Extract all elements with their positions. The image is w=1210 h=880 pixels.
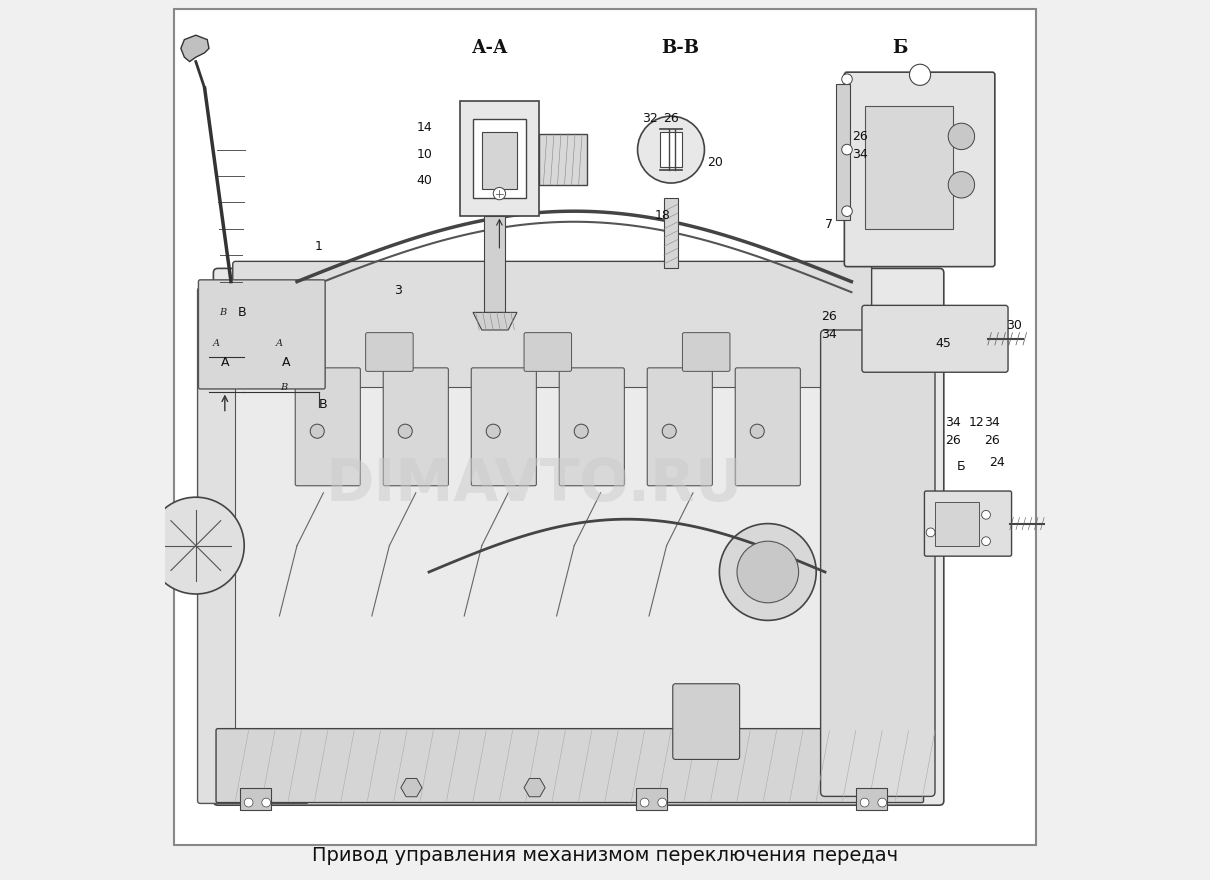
- Circle shape: [842, 206, 852, 216]
- Text: А-А: А-А: [472, 40, 509, 57]
- FancyBboxPatch shape: [682, 333, 730, 371]
- FancyBboxPatch shape: [384, 368, 449, 486]
- Text: Привод управления механизмом переключения передач: Привод управления механизмом переключени…: [312, 846, 898, 865]
- Text: 26: 26: [663, 113, 679, 125]
- Bar: [836, 84, 849, 220]
- FancyBboxPatch shape: [198, 280, 325, 389]
- Bar: [865, 106, 952, 229]
- FancyBboxPatch shape: [559, 368, 624, 486]
- Bar: [473, 119, 526, 198]
- Text: 3: 3: [394, 284, 402, 297]
- Text: 26: 26: [822, 311, 837, 323]
- Text: 14: 14: [416, 121, 432, 134]
- Circle shape: [494, 187, 506, 200]
- Bar: [935, 502, 979, 546]
- Bar: [240, 788, 271, 810]
- FancyBboxPatch shape: [862, 305, 1008, 372]
- Text: 26: 26: [984, 434, 1001, 446]
- Text: Б: Б: [957, 460, 966, 473]
- FancyBboxPatch shape: [524, 333, 571, 371]
- Text: 26: 26: [852, 130, 868, 143]
- FancyBboxPatch shape: [217, 729, 923, 803]
- Text: 12: 12: [968, 416, 984, 429]
- Circle shape: [842, 144, 852, 155]
- Circle shape: [486, 424, 500, 438]
- Circle shape: [658, 798, 667, 807]
- FancyBboxPatch shape: [820, 330, 935, 796]
- Text: В: В: [319, 399, 328, 411]
- Circle shape: [842, 74, 852, 84]
- Text: 26: 26: [945, 434, 961, 446]
- Text: 18: 18: [655, 209, 670, 222]
- Circle shape: [398, 424, 413, 438]
- Bar: [635, 788, 667, 810]
- Bar: [661, 132, 682, 167]
- FancyBboxPatch shape: [471, 368, 536, 486]
- Bar: [482, 132, 517, 189]
- Text: 40: 40: [416, 174, 432, 187]
- Text: A: A: [213, 339, 219, 348]
- Circle shape: [877, 798, 887, 807]
- Text: 32: 32: [643, 113, 658, 125]
- Text: A: A: [276, 339, 283, 348]
- FancyBboxPatch shape: [213, 268, 944, 805]
- Text: 7: 7: [825, 218, 834, 231]
- FancyBboxPatch shape: [197, 288, 309, 803]
- Polygon shape: [180, 35, 209, 62]
- Text: 24: 24: [989, 456, 1004, 468]
- FancyBboxPatch shape: [647, 368, 713, 486]
- Circle shape: [737, 541, 799, 603]
- Bar: [460, 101, 538, 216]
- Circle shape: [148, 497, 244, 594]
- Circle shape: [860, 798, 869, 807]
- Circle shape: [720, 524, 817, 620]
- Text: DIMAVTO.RU: DIMAVTO.RU: [325, 456, 743, 512]
- FancyBboxPatch shape: [673, 684, 739, 759]
- Text: 34: 34: [852, 148, 868, 160]
- Text: А: А: [282, 356, 290, 369]
- Text: 34: 34: [984, 416, 1001, 429]
- FancyBboxPatch shape: [232, 261, 871, 390]
- Circle shape: [310, 424, 324, 438]
- Text: 34: 34: [822, 328, 837, 341]
- FancyBboxPatch shape: [365, 333, 413, 371]
- Text: B: B: [219, 308, 226, 317]
- Text: Б: Б: [892, 40, 908, 57]
- Circle shape: [981, 537, 991, 546]
- Text: B: B: [281, 383, 287, 392]
- Circle shape: [981, 510, 991, 519]
- Bar: [664, 198, 678, 268]
- Circle shape: [638, 116, 704, 183]
- Circle shape: [949, 172, 974, 198]
- FancyBboxPatch shape: [736, 368, 800, 486]
- FancyBboxPatch shape: [924, 491, 1012, 556]
- FancyBboxPatch shape: [845, 72, 995, 267]
- Circle shape: [261, 798, 271, 807]
- Circle shape: [575, 424, 588, 438]
- Circle shape: [910, 64, 930, 85]
- Text: 20: 20: [707, 157, 722, 169]
- Text: 34: 34: [945, 416, 961, 429]
- Polygon shape: [524, 779, 546, 796]
- FancyBboxPatch shape: [295, 368, 361, 486]
- Circle shape: [640, 798, 649, 807]
- Circle shape: [750, 424, 765, 438]
- Text: 45: 45: [935, 337, 952, 349]
- Circle shape: [949, 123, 974, 150]
- Text: А: А: [220, 356, 229, 369]
- Bar: [855, 788, 887, 810]
- Polygon shape: [473, 312, 517, 330]
- Text: 30: 30: [1007, 319, 1022, 332]
- Bar: [236, 387, 852, 774]
- Text: 10: 10: [416, 148, 432, 160]
- Bar: [484, 216, 505, 312]
- Circle shape: [926, 528, 935, 537]
- Bar: [538, 134, 587, 185]
- Text: 1: 1: [315, 240, 323, 253]
- Circle shape: [662, 424, 676, 438]
- Circle shape: [244, 798, 253, 807]
- Text: В-В: В-В: [661, 40, 699, 57]
- Polygon shape: [401, 779, 422, 796]
- Text: В: В: [238, 306, 247, 319]
